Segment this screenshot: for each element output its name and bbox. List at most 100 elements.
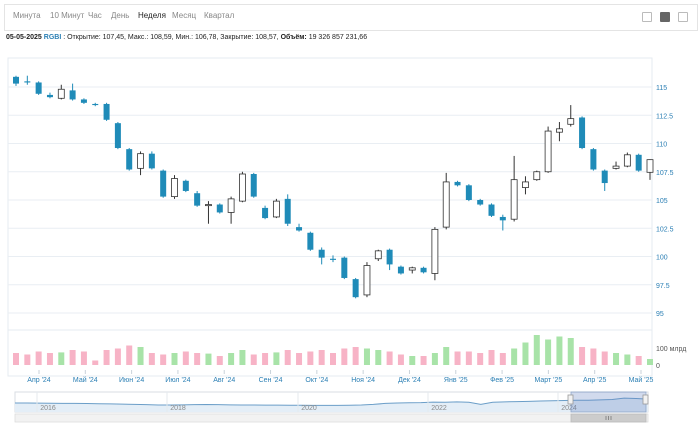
volume-bar bbox=[80, 351, 87, 365]
candlestick-chart-icon[interactable] bbox=[660, 12, 670, 22]
candle bbox=[601, 169, 608, 191]
volume-bar bbox=[284, 350, 291, 365]
line-chart-icon[interactable] bbox=[642, 12, 652, 22]
candle-body-up bbox=[227, 198, 235, 213]
volume-bar bbox=[488, 350, 495, 365]
candle bbox=[374, 249, 382, 262]
volume-bar bbox=[556, 336, 563, 365]
candles[interactable] bbox=[13, 75, 654, 299]
tab-quarter[interactable]: Квартал bbox=[204, 11, 235, 20]
candle bbox=[442, 172, 450, 230]
volume-bar bbox=[318, 350, 325, 365]
time-axis: Апр '24 Май '24 Июн '24 Июл '24 Авг '24 Сен '… bbox=[27, 370, 653, 384]
candle bbox=[590, 148, 597, 171]
candle-body-down bbox=[160, 170, 167, 197]
tab-minute[interactable]: Минута bbox=[13, 11, 41, 20]
volume-bar bbox=[499, 353, 506, 365]
tab-hour[interactable]: Час bbox=[88, 11, 102, 20]
tab-10-minutes[interactable]: 10 Минут bbox=[50, 11, 85, 20]
candle bbox=[556, 122, 563, 142]
candle bbox=[544, 126, 552, 173]
volume-bar bbox=[533, 335, 540, 365]
price-tick-label: 105 bbox=[656, 198, 668, 205]
candle bbox=[318, 247, 325, 265]
candle bbox=[522, 176, 529, 195]
candle bbox=[171, 175, 178, 199]
volume-bar bbox=[590, 348, 597, 365]
candle-body-down bbox=[341, 257, 348, 278]
candle-body-down bbox=[148, 153, 155, 169]
bar-chart-icon[interactable] bbox=[678, 12, 688, 22]
candle bbox=[646, 159, 654, 180]
navigator-year-label: 2022 bbox=[431, 405, 447, 412]
candle-body-down bbox=[92, 103, 99, 106]
candle bbox=[386, 248, 393, 271]
navigator[interactable]: 2016 2018 2020 2022 2024 bbox=[14, 391, 649, 423]
volume-bar bbox=[92, 360, 99, 365]
candle-body-up bbox=[363, 265, 371, 296]
price-tick-label: 95 bbox=[656, 311, 664, 318]
candle bbox=[579, 116, 586, 150]
candle-body-down bbox=[352, 279, 359, 298]
volume-bar bbox=[363, 348, 370, 365]
candle-body-up bbox=[205, 204, 212, 207]
price-tick-label: 102.5 bbox=[656, 226, 674, 233]
volume-bar bbox=[205, 353, 212, 365]
candle bbox=[114, 122, 121, 150]
volume-bars[interactable] bbox=[13, 335, 653, 365]
volume-bar bbox=[69, 350, 76, 365]
candle-body-up bbox=[442, 181, 450, 228]
x-tick-label: Дек '24 bbox=[398, 377, 421, 384]
x-tick-label: Окт '24 bbox=[305, 377, 328, 384]
price-tick-label: 115 bbox=[656, 85, 667, 92]
candle bbox=[92, 102, 99, 107]
candle-body-down bbox=[590, 149, 597, 170]
x-tick-label: Авг '24 bbox=[213, 377, 235, 384]
candle-body-down bbox=[194, 193, 201, 206]
tab-week[interactable]: Неделя bbox=[138, 11, 166, 20]
candle bbox=[408, 266, 416, 274]
volume-axis: 100 млрд 0 bbox=[656, 346, 686, 370]
candle bbox=[330, 255, 336, 263]
x-tick-label: Март '25 bbox=[534, 377, 562, 384]
volume-bar bbox=[567, 338, 574, 365]
volume-bar bbox=[397, 354, 404, 365]
volume-bar bbox=[454, 351, 461, 365]
candle bbox=[635, 153, 642, 172]
volume-bar bbox=[296, 353, 303, 365]
candle-body-up bbox=[612, 165, 620, 169]
navigator-year-label: 2016 bbox=[40, 405, 56, 412]
candle bbox=[477, 198, 484, 206]
price-axis: 115 112.5 110 107.5 105 102.5 100 97.5 95 bbox=[656, 85, 674, 318]
candle bbox=[341, 256, 348, 280]
candle-body-down bbox=[103, 103, 110, 120]
price-tick-label: 107.5 bbox=[656, 170, 674, 177]
candle bbox=[296, 223, 303, 232]
candle bbox=[533, 170, 541, 181]
candle bbox=[499, 214, 506, 231]
candle-body-up bbox=[510, 179, 518, 220]
navigator-year-label: 2018 bbox=[170, 405, 186, 412]
candle bbox=[103, 102, 110, 121]
volume-bar bbox=[126, 345, 133, 365]
volume-bar bbox=[647, 359, 653, 365]
volume-bar bbox=[273, 352, 280, 365]
candle-body-up bbox=[522, 181, 529, 188]
tab-day[interactable]: День bbox=[111, 11, 130, 20]
candle-body-down bbox=[579, 117, 586, 149]
ticker-symbol[interactable]: RGBI bbox=[43, 34, 62, 41]
volume-bar bbox=[148, 353, 155, 365]
candle bbox=[57, 84, 65, 100]
candle-body-up bbox=[556, 128, 563, 133]
volume-bar bbox=[522, 342, 529, 365]
candle-body-down bbox=[35, 82, 42, 94]
candle-body-up bbox=[623, 154, 631, 167]
candle-body-up bbox=[137, 153, 144, 169]
ohlc-values: : Открытие: 107,45, Макс.: 108,59, Мин.:… bbox=[61, 34, 281, 41]
candle-body-up bbox=[431, 228, 439, 274]
navigator-year-label: 2024 bbox=[561, 405, 577, 412]
candle-body-down bbox=[454, 181, 461, 186]
candle-body-down bbox=[635, 154, 642, 171]
tab-month[interactable]: Месяц bbox=[172, 11, 197, 20]
